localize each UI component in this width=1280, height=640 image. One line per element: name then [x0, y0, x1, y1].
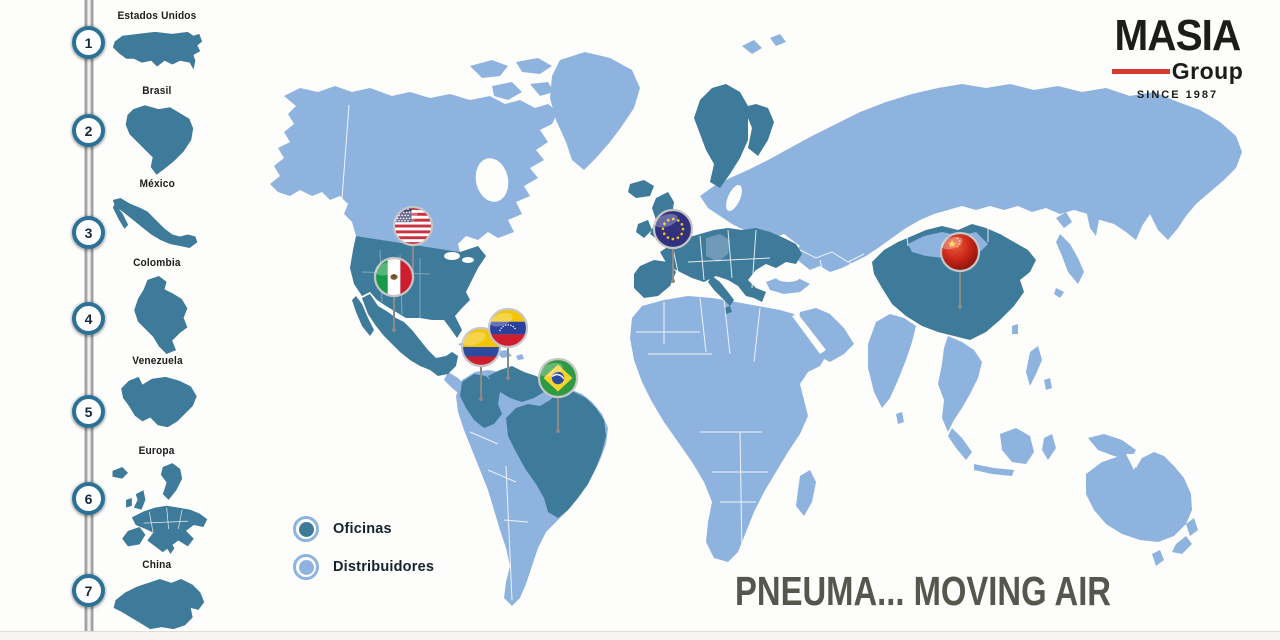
- country-label: Estados Unidos: [117, 10, 197, 22]
- mexico-silhouette-icon: [112, 198, 198, 248]
- turkey: [766, 276, 810, 294]
- great-lakes: [444, 252, 460, 260]
- legend-label: Oficinas: [333, 521, 392, 537]
- country-label: China: [142, 559, 172, 571]
- venezuela-silhouette-icon: [121, 376, 197, 428]
- step-number: 7: [84, 582, 93, 599]
- china-silhouette-icon: [113, 578, 205, 630]
- country-label: Colombia: [133, 257, 181, 269]
- gulf-of-carpentaria: [1126, 454, 1140, 470]
- step-circle-4: 4: [72, 302, 105, 335]
- pin-mexico-flag: [373, 256, 415, 332]
- country-label: Europa: [139, 445, 175, 457]
- country-label: Venezuela: [131, 355, 183, 367]
- sidebar-item-colombia: Colombia: [98, 253, 216, 357]
- sidebar-item-europa: Europa: [98, 441, 216, 563]
- usa: [350, 236, 486, 338]
- iceland: [628, 180, 654, 198]
- madagascar: [796, 470, 816, 516]
- india: [868, 314, 916, 408]
- logo-group-row: Group: [1105, 58, 1250, 85]
- step-number: 4: [84, 310, 93, 327]
- arctic-islands: [470, 58, 554, 100]
- step-circle-2: 2: [72, 114, 105, 147]
- country-label: Brasil: [142, 85, 172, 97]
- europe-silhouette-icon: [112, 463, 208, 555]
- great-lakes-2: [462, 257, 474, 263]
- china: [872, 224, 1036, 340]
- venezuela: [488, 366, 546, 402]
- step-circle-3: 3: [72, 216, 105, 249]
- usa-silhouette-icon: [112, 31, 203, 70]
- pin-eu-flag: [652, 208, 694, 283]
- italy: [708, 276, 734, 314]
- step-number: 3: [84, 224, 93, 241]
- step-circle-7: 7: [72, 574, 105, 607]
- pin-usa-flag: [392, 205, 434, 280]
- scandinavia: [694, 84, 774, 188]
- flag-pins: [373, 205, 981, 433]
- greenland: [550, 52, 640, 170]
- new-zealand: [1172, 518, 1198, 554]
- step-circle-5: 5: [72, 395, 105, 428]
- tasmania: [1152, 550, 1164, 566]
- sakhalin: [1086, 194, 1100, 236]
- pin-china-flag: [939, 231, 981, 309]
- black-sea: [775, 270, 801, 282]
- caspian-sea: [834, 267, 850, 293]
- russia-asia: [700, 84, 1242, 272]
- colombia-silhouette-icon: [134, 276, 188, 354]
- tagline: PNEUMA... MOVING AIR: [735, 568, 1111, 614]
- sidebar-item-brasil: Brasil: [98, 81, 216, 179]
- step-number: 1: [84, 34, 93, 51]
- logo-group-text: Group: [1171, 58, 1244, 84]
- sri-lanka: [896, 412, 904, 424]
- hudson-bay: [475, 158, 509, 202]
- sidebar-item-china: China: [98, 555, 216, 635]
- brazil: [506, 392, 606, 518]
- germany: [706, 234, 730, 262]
- baltic-sea: [726, 184, 742, 212]
- brazil-silhouette-icon: [125, 105, 194, 175]
- step-number: 5: [84, 403, 93, 420]
- svalbard: [742, 34, 786, 54]
- taiwan: [1012, 324, 1018, 334]
- sidebar-item-mexico: México: [98, 174, 216, 252]
- arabia: [798, 308, 854, 362]
- step-circle-1: 1: [72, 26, 105, 59]
- pin-brazil-flag: [537, 357, 579, 433]
- masia-group-logo: MASIA Group SINCE 1987: [1105, 11, 1250, 101]
- distributor-marker-icon: [293, 554, 319, 580]
- office-marker-icon: [293, 516, 319, 542]
- pin-venezuela-flag: [487, 307, 529, 380]
- step-number: 2: [84, 122, 93, 139]
- africa: [630, 296, 826, 562]
- seas: [444, 158, 1140, 470]
- australia: [1086, 452, 1192, 542]
- japan: [1054, 212, 1084, 298]
- logo-red-line: [1111, 69, 1170, 74]
- red-sea: [792, 314, 826, 354]
- bottom-edge: [0, 631, 1280, 640]
- mexico: [352, 294, 458, 376]
- iberia: [634, 260, 676, 298]
- logo-since-text: SINCE 1987: [1136, 89, 1219, 101]
- step-number: 6: [84, 490, 93, 507]
- legend-label: Distribuidores: [333, 559, 435, 575]
- legend: Oficinas Distribuidores: [293, 515, 434, 591]
- indochina: [938, 336, 982, 432]
- legend-item-distribuidores: Distribuidores: [293, 553, 434, 581]
- sidebar-item-estados-unidos: Estados Unidos: [98, 6, 216, 82]
- logo-name: MASIA: [1114, 11, 1242, 60]
- philippines: [1026, 346, 1052, 390]
- sidebar-item-venezuela: Venezuela: [98, 351, 216, 433]
- canada: [270, 86, 558, 252]
- country-label: México: [139, 178, 175, 190]
- legend-item-oficinas: Oficinas: [293, 515, 434, 543]
- step-circle-6: 6: [72, 482, 105, 515]
